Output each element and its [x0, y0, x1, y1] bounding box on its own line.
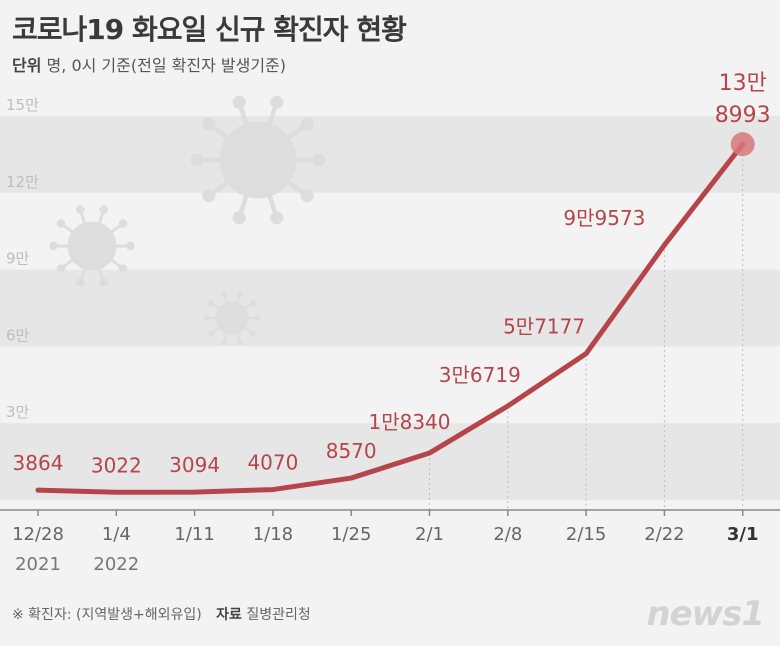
- x-tick-label: 2/8: [493, 524, 522, 545]
- x-tick-label: 2/15: [566, 524, 606, 545]
- data-label: 3022: [91, 453, 142, 477]
- y-tick-label: 12만: [6, 173, 39, 191]
- x-tick-label: 1/25: [331, 524, 371, 545]
- data-label: 8570: [326, 439, 377, 463]
- x-tick-label: 2/22: [644, 524, 684, 545]
- x-tick-label: 1/4: [102, 524, 131, 545]
- source-text: 질병관리청: [246, 607, 311, 623]
- data-label: 3864: [13, 451, 64, 475]
- data-label: 1만8340: [368, 410, 450, 434]
- data-label: 3094: [169, 453, 220, 477]
- grid-band: [0, 116, 780, 193]
- unit-label: 단위: [12, 56, 42, 75]
- data-label: 9만9573: [563, 206, 645, 230]
- footnote: ※ 확진자: (지역발생+해외유입) 자료 질병관리청: [12, 604, 311, 624]
- x-tick-label: 1/11: [174, 524, 214, 545]
- y-tick-label: 9만: [6, 250, 30, 268]
- data-label: 5만7177: [503, 315, 585, 339]
- news1-logo: news1: [646, 594, 765, 634]
- data-label: 3만6719: [439, 363, 521, 387]
- data-label: 4070: [247, 451, 298, 475]
- unit-note: 단위 명, 0시 기준(전일 확진자 발생기준): [12, 52, 286, 76]
- footnote-text: ※ 확진자: (지역발생+해외유입): [12, 607, 202, 623]
- x-year-label: 2022: [93, 554, 139, 575]
- virus-icon: [190, 95, 326, 225]
- y-tick-label: 15만: [6, 96, 39, 114]
- grid-band: [0, 269, 780, 347]
- x-tick-label: 2/1: [415, 524, 444, 545]
- grid-band: [0, 423, 780, 500]
- virus-icon: [203, 290, 261, 346]
- source-label: 자료: [216, 607, 242, 623]
- series-line: [35, 141, 746, 495]
- data-label: 13만: [719, 71, 767, 96]
- x-tick-label: 1/18: [253, 524, 293, 545]
- x-year-label: 2021: [15, 554, 61, 575]
- x-tick-label: 3/1: [727, 524, 759, 545]
- y-tick-label: 6만: [6, 326, 30, 344]
- virus-icon: [49, 205, 135, 287]
- chart-title: 코로나19 화요일 신규 확진자 현황: [12, 13, 407, 46]
- data-label: 8993: [715, 103, 771, 128]
- x-tick-label: 12/28: [12, 524, 64, 545]
- y-tick-label: 3만: [6, 403, 30, 421]
- unit-text: 명, 0시 기준(전일 확진자 발생기준): [46, 56, 287, 75]
- highlight-point: [730, 132, 755, 157]
